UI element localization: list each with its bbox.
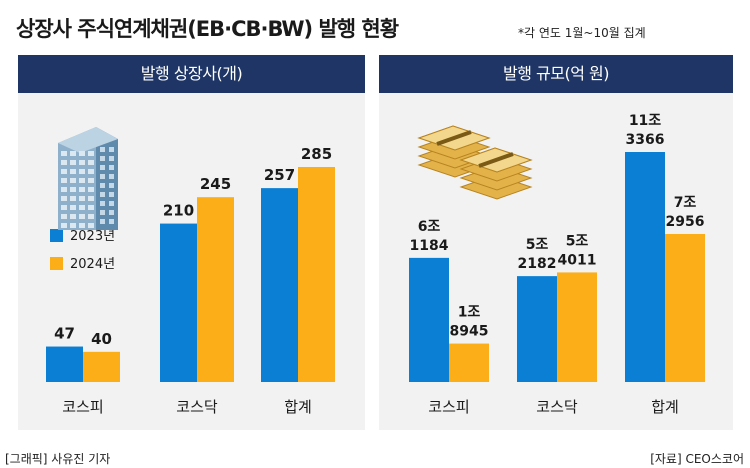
category-label: 합계 [284,398,312,416]
value-label: 4011 [558,252,597,268]
value-label: 285 [301,145,332,163]
amount-chart: 6조 1184 1조 8945 코스피 5조 2182 5조 4011 코스닥 11조 3366 7조 2… [409,113,705,416]
legend-label: 2024년 [70,257,115,272]
value-label: 1184 [410,238,449,254]
bar-2023-3 [625,152,665,382]
category-label: 코스피 [428,398,469,416]
companies-chart: 47 40 코스피 210 245 코스닥 257 285 합계 2023년 2024년 [46,127,335,416]
bar-2024-3 [298,167,335,382]
value-label: 5조 [526,237,549,253]
value-label: 3366 [626,132,665,148]
category-label: 코스닥 [536,398,578,416]
bar-2023-2 [517,276,557,382]
value-label: 257 [264,166,295,184]
legend-swatch [50,229,63,242]
value-label: 210 [163,202,194,220]
value-label: 7조 [674,195,697,211]
companies-panel: 발행 상장사(개) 47 40 코스피 210 245 코스닥 257 285 합계 2023년 2… [18,55,365,430]
value-label: 245 [200,175,231,193]
bar-2024-2 [197,197,234,382]
bar-2023-2 [160,223,197,382]
bar-2023-1 [409,257,449,382]
category-label: 코스피 [62,398,103,416]
value-label: 2182 [518,256,557,272]
bar-2023-1 [46,346,83,382]
amount-panel: 발행 규모(억 원) 6조 1184 1조 8945 코스피 5조 2182 5조 4011 코스… [379,55,733,430]
period-note: *각 연도 1월~10월 집계 [518,26,646,40]
amount-chart-title: 발행 규모(억 원) [379,55,733,93]
value-label: 2956 [666,214,705,230]
value-label: 5조 [566,233,589,249]
legend-swatch [50,257,63,270]
companies-chart-title: 발행 상장사(개) [18,55,365,93]
value-label: 6조 [418,219,441,235]
bar-2023-3 [261,188,298,382]
legend-label: 2023년 [70,229,115,244]
value-label: 1조 [458,305,481,321]
bar-2024-1 [449,343,489,382]
value-label: 47 [54,325,75,343]
category-label: 합계 [651,398,679,416]
value-label: 40 [91,330,112,348]
credit-text: [그래픽] 사유진 기자 [5,452,111,466]
money-stack-icon [417,125,533,200]
value-label: 8945 [450,324,489,340]
category-label: 코스닥 [176,398,218,416]
bar-2024-3 [665,233,705,382]
value-label: 11조 [629,113,661,129]
page-title: 상장사 주식연계채권(EB·CB·BW) 발행 현황 [16,17,399,41]
source-text: [자료] CEO스코어 [650,452,744,466]
building-icon [58,127,118,230]
bar-2024-2 [557,272,597,382]
bar-2024-1 [83,351,120,382]
